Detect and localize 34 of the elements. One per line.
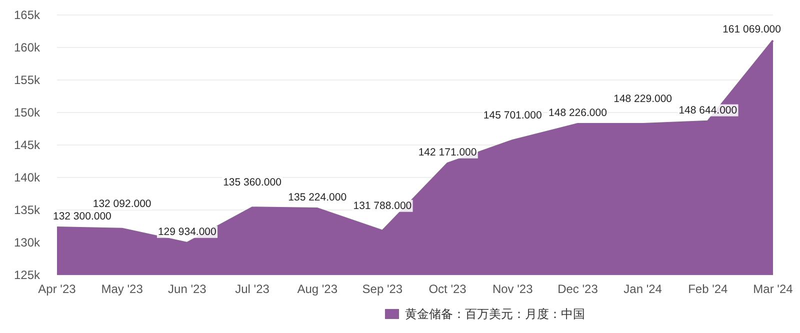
x-tick-label: Jul '23 [235, 282, 270, 296]
x-tick-label: Mar '24 [753, 282, 794, 296]
x-tick-label: Jun '23 [168, 282, 207, 296]
x-tick-label: Feb '24 [688, 282, 728, 296]
y-tick-label: 130k [14, 236, 41, 250]
data-label: 161 069.000 [722, 24, 782, 36]
data-label: 148 226.000 [548, 107, 608, 120]
data-label: 129 934.000 [158, 226, 217, 238]
data-label: 148 644.000 [678, 104, 738, 116]
y-tick-label: 155k [14, 73, 41, 87]
x-tick-label: Dec '23 [558, 282, 598, 296]
data-label: 132 300.000 [53, 210, 112, 223]
x-tick-label: May '23 [101, 282, 144, 296]
y-tick-label: 145k [14, 138, 41, 152]
x-tick-label: Apr '23 [38, 282, 76, 296]
x-tick-label: Nov '23 [492, 282, 534, 296]
data-label: 142 171.000 [418, 146, 477, 158]
data-label: 148 229.000 [614, 93, 672, 106]
data-label: 135 360.000 [223, 176, 282, 189]
x-tick-label: Sep '23 [362, 282, 403, 296]
y-tick-label: 150k [14, 106, 41, 120]
data-label: 145 701.000 [483, 109, 542, 122]
x-tick-label: Jan '24 [624, 282, 662, 296]
y-tick-label: 160k [14, 40, 41, 54]
x-tick-label: Oct '23 [428, 282, 467, 296]
y-tick-label: 140k [14, 170, 41, 184]
y-tick-label: 165k [14, 8, 41, 22]
data-label: 132 092.000 [92, 198, 152, 210]
legend-label: 黄金储备：百万美元：月度：中国 [405, 307, 585, 321]
y-tick-label: 135k [14, 203, 41, 217]
data-label: 135 224.000 [288, 192, 347, 204]
y-tick-label: 125k [14, 268, 41, 282]
data-label: 131 788.000 [353, 200, 412, 212]
x-tick-label: Aug '23 [297, 282, 338, 296]
